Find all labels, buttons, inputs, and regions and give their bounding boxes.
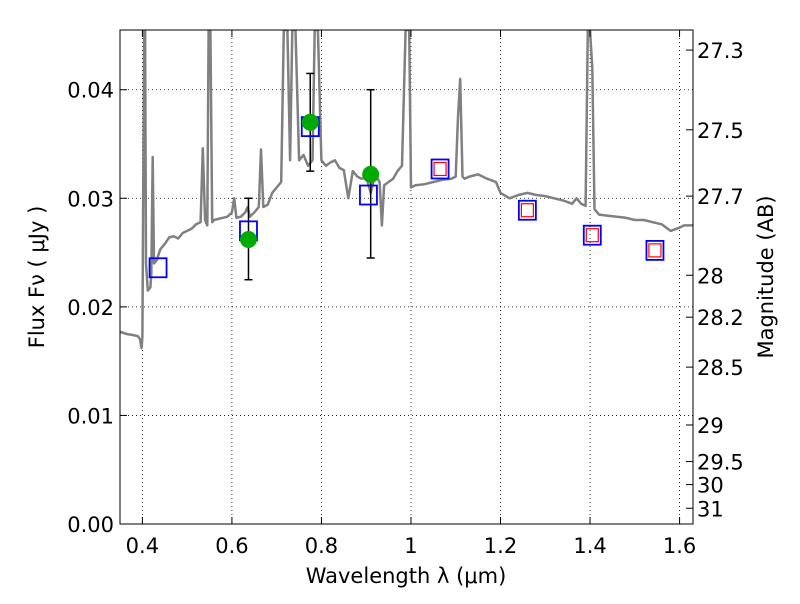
observed-limit-square	[585, 228, 599, 243]
y2-tick-label: 28	[697, 264, 724, 288]
y2-tick-label: 27.3	[697, 39, 744, 63]
marker-layer	[148, 72, 665, 281]
y2-tick-label: 30	[697, 474, 724, 498]
y-tick-label: 0.01	[67, 404, 114, 428]
x-tick-label: 1.6	[663, 534, 696, 558]
observed-limit-square	[433, 161, 447, 177]
y2-tick-label: 28.5	[697, 356, 744, 380]
observed-limit-square	[648, 243, 662, 258]
y2-tick-label: 27.5	[697, 119, 744, 143]
model-flux-square	[359, 184, 378, 206]
model-flux-square	[517, 199, 537, 221]
data-layer	[120, 30, 693, 350]
plot-background	[120, 30, 693, 524]
model-flux-square	[430, 158, 450, 180]
y-tick-label: 0.03	[67, 187, 114, 211]
x-axis-title: Wavelength λ (μm)	[306, 564, 507, 588]
tick-layer: 0.4 0.6 0.8 1 1.2 1.4 1.6 0.00 0.01 0.02 0.03 0.04 2…	[67, 30, 744, 558]
y2-tick-label: 29.5	[697, 451, 744, 475]
x-tick-label: 0.4	[126, 534, 159, 558]
y2-tick-label: 28.2	[697, 306, 744, 330]
x-tick-label: 1	[404, 534, 417, 558]
y-tick-label: 0.04	[67, 79, 114, 103]
observed-flux-point	[301, 113, 319, 131]
y2-tick-label: 29	[697, 414, 724, 438]
y-tick-label: 0.02	[67, 296, 114, 320]
x-tick-label: 0.6	[215, 534, 248, 558]
x-tick-label: 1.4	[573, 534, 606, 558]
model-spectrum-line	[120, 30, 693, 350]
x-tick-label: 0.8	[305, 534, 338, 558]
model-flux-square	[645, 239, 665, 261]
y-tick-label: 0.00	[67, 513, 114, 537]
y-axis-title: Flux Fν ( μJy )	[25, 206, 49, 349]
observed-limit-square	[520, 203, 534, 218]
plot-frame	[119, 29, 694, 525]
model-flux-square	[148, 257, 168, 279]
y2-tick-label: 31	[697, 497, 724, 521]
observed-flux-point	[362, 165, 380, 183]
observed-flux-point	[239, 231, 257, 249]
y2-tick-label: 27.7	[697, 185, 744, 209]
model-flux-square	[582, 224, 602, 246]
x-tick-label: 1.2	[484, 534, 517, 558]
y2-axis-title: Magnitude (AB)	[754, 195, 778, 358]
